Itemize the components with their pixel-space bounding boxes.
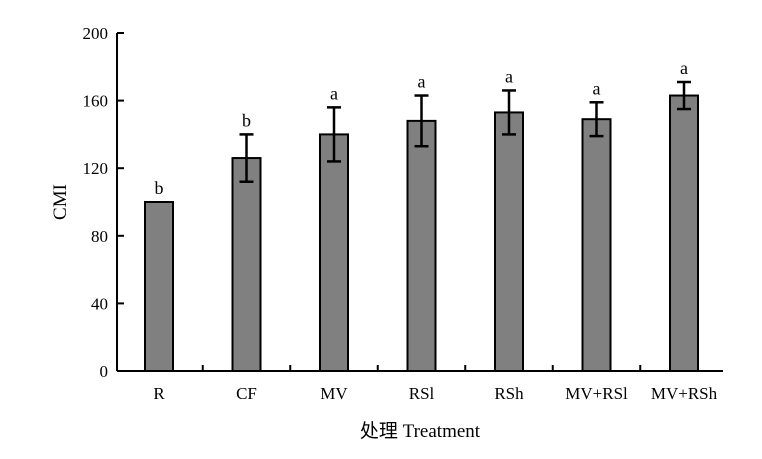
plot-area: 0 40 80 120 160 200 b Rb CF a MV a RSl a RSh a MV+RSl a MV…: [83, 24, 723, 403]
significance-label: a: [680, 58, 688, 78]
significance-label: b: [155, 178, 164, 198]
x-tick-label: MV: [320, 384, 348, 403]
y-tick-label: 160: [83, 92, 109, 111]
x-tick-label: MV+RSh: [651, 384, 718, 403]
x-tick-label: CF: [236, 384, 257, 403]
y-tick-label: 80: [91, 227, 108, 246]
y-axis-title: CMI: [50, 184, 71, 220]
y-tick-label: 40: [91, 294, 108, 313]
significance-label: b: [242, 110, 251, 130]
y-tick-label: 120: [83, 159, 109, 178]
bar: [581, 118, 612, 372]
significance-label: a: [418, 72, 426, 92]
significance-label: a: [330, 83, 338, 103]
bar: [494, 111, 524, 373]
significance-label: a: [593, 78, 601, 98]
x-tick-label: RSh: [494, 384, 524, 403]
significance-label: a: [505, 66, 513, 86]
bar: [406, 119, 437, 372]
x-tick-label: R: [153, 384, 165, 403]
bar: [231, 157, 262, 372]
x-axis-title: 处理 Treatment: [360, 420, 481, 442]
bar: [144, 201, 174, 372]
y-tick-label: 200: [83, 24, 109, 43]
x-tick-label: MV+RSl: [565, 384, 628, 403]
bar: [669, 94, 699, 372]
x-tick-label: RSl: [409, 384, 435, 403]
y-tick-label: 0: [100, 362, 109, 381]
bar: [319, 133, 349, 372]
